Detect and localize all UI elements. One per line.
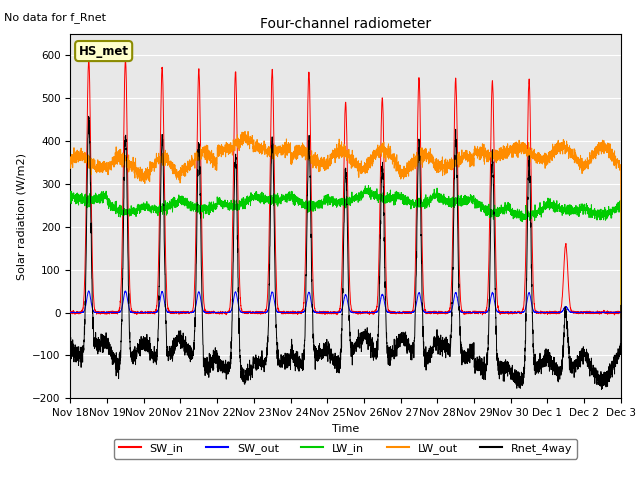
Legend: SW_in, SW_out, LW_in, LW_out, Rnet_4way: SW_in, SW_out, LW_in, LW_out, Rnet_4way	[114, 439, 577, 458]
X-axis label: Time: Time	[332, 424, 359, 433]
Text: HS_met: HS_met	[79, 45, 129, 58]
Text: No data for f_Rnet: No data for f_Rnet	[4, 12, 106, 23]
Y-axis label: Solar radiation (W/m2): Solar radiation (W/m2)	[17, 153, 27, 279]
Title: Four-channel radiometer: Four-channel radiometer	[260, 17, 431, 31]
